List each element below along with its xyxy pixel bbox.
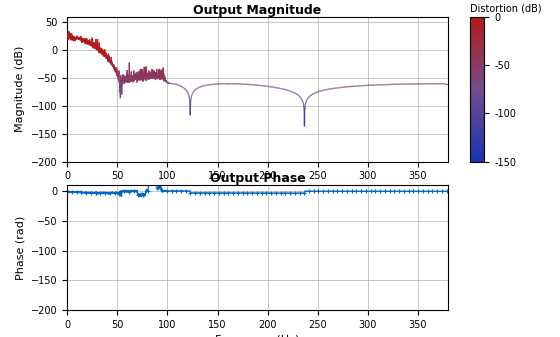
X-axis label: Frequency (Hz): Frequency (Hz)	[216, 187, 300, 197]
Title: Output Magnitude: Output Magnitude	[193, 4, 322, 17]
Title: Output Phase: Output Phase	[210, 172, 305, 185]
Y-axis label: Phase (rad): Phase (rad)	[15, 216, 25, 280]
Y-axis label: Magnitude (dB): Magnitude (dB)	[15, 46, 25, 132]
Text: Distortion (dB): Distortion (dB)	[470, 3, 542, 13]
X-axis label: Frequency (Hz): Frequency (Hz)	[216, 335, 300, 337]
